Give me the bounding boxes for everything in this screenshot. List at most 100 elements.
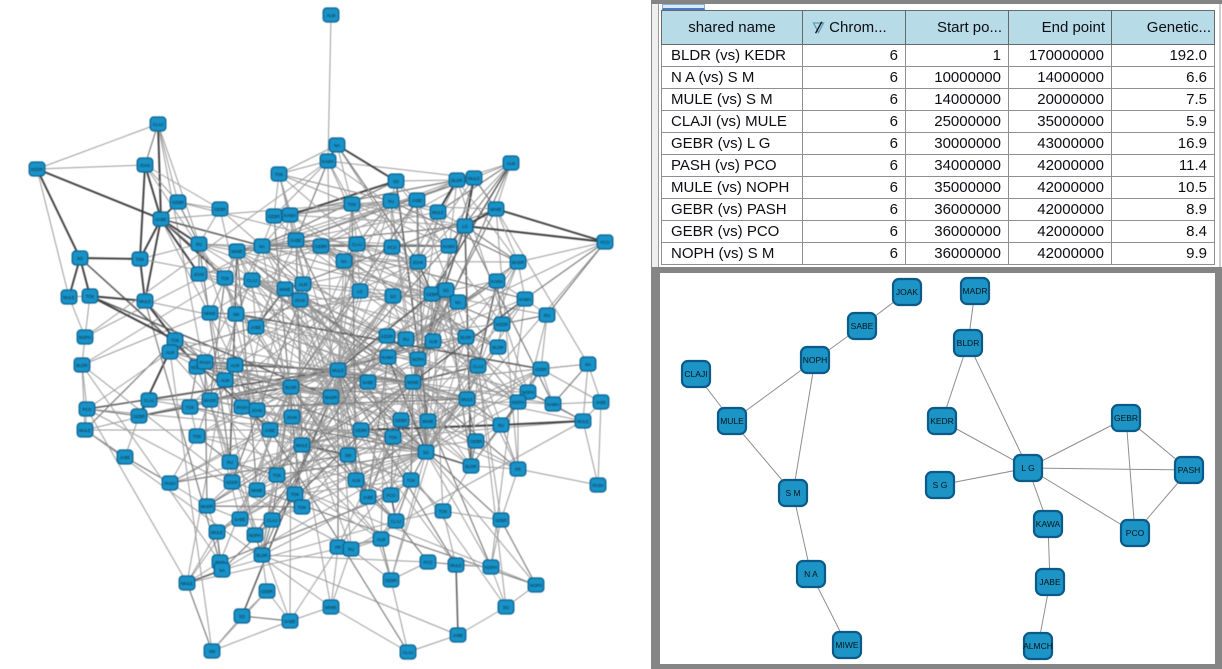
svg-text:GEBR: GEBR xyxy=(470,439,482,444)
svg-text:JABE: JABE xyxy=(120,455,131,460)
svg-text:TOK: TOK xyxy=(273,473,282,478)
svg-text:MIWE: MIWE xyxy=(279,287,291,292)
svg-text:PCO: PCO xyxy=(600,240,610,245)
svg-text:CLAJ: CLAJ xyxy=(247,278,257,283)
svg-text:KEDR: KEDR xyxy=(31,167,43,172)
svg-text:CLAJ: CLAJ xyxy=(473,364,483,369)
svg-text:KAWA: KAWA xyxy=(443,244,455,249)
svg-text:TOK: TOK xyxy=(291,492,300,497)
svg-text:CLAJ: CLAJ xyxy=(352,242,362,247)
svg-text:JOAK: JOAK xyxy=(194,272,205,277)
svg-text:NOPH: NOPH xyxy=(530,583,542,588)
svg-text:JABE: JABE xyxy=(596,400,607,405)
svg-text:MIWE: MIWE xyxy=(490,207,502,212)
svg-text:PASH: PASH xyxy=(1178,465,1201,475)
svg-text:JABE: JABE xyxy=(363,495,374,500)
svg-text:BLDR: BLDR xyxy=(76,363,87,368)
svg-text:SG: SG xyxy=(443,288,449,293)
svg-text:MULE: MULE xyxy=(79,428,91,433)
svg-text:GEBR: GEBR xyxy=(535,367,547,372)
svg-text:JABE: JABE xyxy=(251,325,262,330)
svg-text:NA: NA xyxy=(334,143,340,148)
svg-text:GEBR: GEBR xyxy=(214,207,226,212)
svg-text:SABE: SABE xyxy=(851,321,874,331)
svg-text:NA: NA xyxy=(219,568,225,573)
svg-text:MULE: MULE xyxy=(577,419,589,424)
svg-text:NA: NA xyxy=(585,362,591,367)
svg-text:ALM: ALM xyxy=(299,282,308,287)
svg-text:CLAJ: CLAJ xyxy=(267,518,277,523)
svg-text:ALM: ALM xyxy=(231,363,240,368)
svg-text:BLDR: BLDR xyxy=(285,385,296,390)
svg-text:TOK: TOK xyxy=(193,434,202,439)
svg-text:TOK: TOK xyxy=(86,294,95,299)
svg-text:PASH: PASH xyxy=(592,483,603,488)
svg-text:JOAK: JOAK xyxy=(896,287,919,297)
svg-text:LG: LG xyxy=(357,289,363,294)
svg-text:MULE: MULE xyxy=(468,176,480,181)
svg-text:NOPH: NOPH xyxy=(412,357,424,362)
svg-text:S M: S M xyxy=(785,488,800,498)
svg-text:KEDR: KEDR xyxy=(226,480,238,485)
svg-text:MULE: MULE xyxy=(332,368,344,373)
svg-text:SM: SM xyxy=(233,312,240,317)
svg-text:JOAK: JOAK xyxy=(413,260,424,265)
svg-text:RU: RU xyxy=(498,423,504,428)
svg-text:GEBR: GEBR xyxy=(268,214,280,219)
svg-text:PR: PR xyxy=(335,545,341,550)
svg-text:ALM: ALM xyxy=(327,13,336,18)
svg-text:GEBR: GEBR xyxy=(1114,413,1138,423)
svg-text:GEBR: GEBR xyxy=(315,244,327,249)
svg-text:MULE: MULE xyxy=(63,295,75,300)
svg-text:KAWA: KAWA xyxy=(547,402,559,407)
svg-text:SG: SG xyxy=(423,450,429,455)
svg-text:GEBR: GEBR xyxy=(426,292,438,297)
svg-text:JOAK: JOAK xyxy=(252,408,263,413)
svg-text:JOAK: JOAK xyxy=(287,415,298,420)
svg-text:MULE: MULE xyxy=(450,563,462,568)
svg-text:BLDR: BLDR xyxy=(451,178,462,183)
svg-text:NA: NA xyxy=(341,259,347,264)
svg-text:TOK: TOK xyxy=(171,338,180,343)
svg-text:TOK: TOK xyxy=(136,257,145,262)
svg-text:GEBR: GEBR xyxy=(385,578,397,583)
svg-text:KAWA: KAWA xyxy=(1036,519,1061,529)
svg-text:SABE: SABE xyxy=(362,380,373,385)
svg-text:CLAJ: CLAJ xyxy=(391,519,401,524)
svg-text:SABE: SABE xyxy=(155,217,166,222)
svg-text:MADR: MADR xyxy=(201,504,213,509)
svg-text:SG: SG xyxy=(239,614,245,619)
svg-text:TOK: TOK xyxy=(186,405,195,410)
svg-text:MADR: MADR xyxy=(512,260,524,265)
svg-text:SM: SM xyxy=(345,453,352,458)
svg-text:BLDR: BLDR xyxy=(465,464,476,469)
svg-text:MIWE: MIWE xyxy=(325,605,337,610)
svg-text:MIWE: MIWE xyxy=(407,380,419,385)
svg-text:MIWE: MIWE xyxy=(422,419,434,424)
svg-text:MADR: MADR xyxy=(204,398,216,403)
svg-text:MADR: MADR xyxy=(325,395,337,400)
svg-text:MULE: MULE xyxy=(432,210,444,215)
svg-text:RU: RU xyxy=(388,199,394,204)
svg-text:TOK: TOK xyxy=(275,172,284,177)
svg-text:GEBR: GEBR xyxy=(355,428,367,433)
svg-text:GEBR: GEBR xyxy=(395,418,407,423)
svg-text:NA: NA xyxy=(259,244,265,249)
svg-text:NOPH: NOPH xyxy=(485,565,497,570)
svg-text:JABE: JABE xyxy=(453,633,464,638)
svg-text:KAWA: KAWA xyxy=(382,355,394,360)
svg-text:SG: SG xyxy=(77,256,83,261)
svg-text:KAWA: KAWA xyxy=(284,213,296,218)
svg-text:TOK: TOK xyxy=(348,202,357,207)
svg-text:GEBR: GEBR xyxy=(133,414,145,419)
svg-text:CLAJ: CLAJ xyxy=(153,122,163,127)
svg-text:MIWE: MIWE xyxy=(204,311,216,316)
svg-text:NOPH: NOPH xyxy=(522,390,534,395)
svg-text:NA: NA xyxy=(455,300,461,305)
svg-text:PASH: PASH xyxy=(164,481,175,486)
svg-text:PCO: PCO xyxy=(387,245,397,250)
svg-text:N A: N A xyxy=(804,569,818,579)
svg-text:SG: SG xyxy=(390,294,396,299)
svg-text:RU: RU xyxy=(544,313,550,318)
svg-text:NOPH: NOPH xyxy=(79,335,91,340)
